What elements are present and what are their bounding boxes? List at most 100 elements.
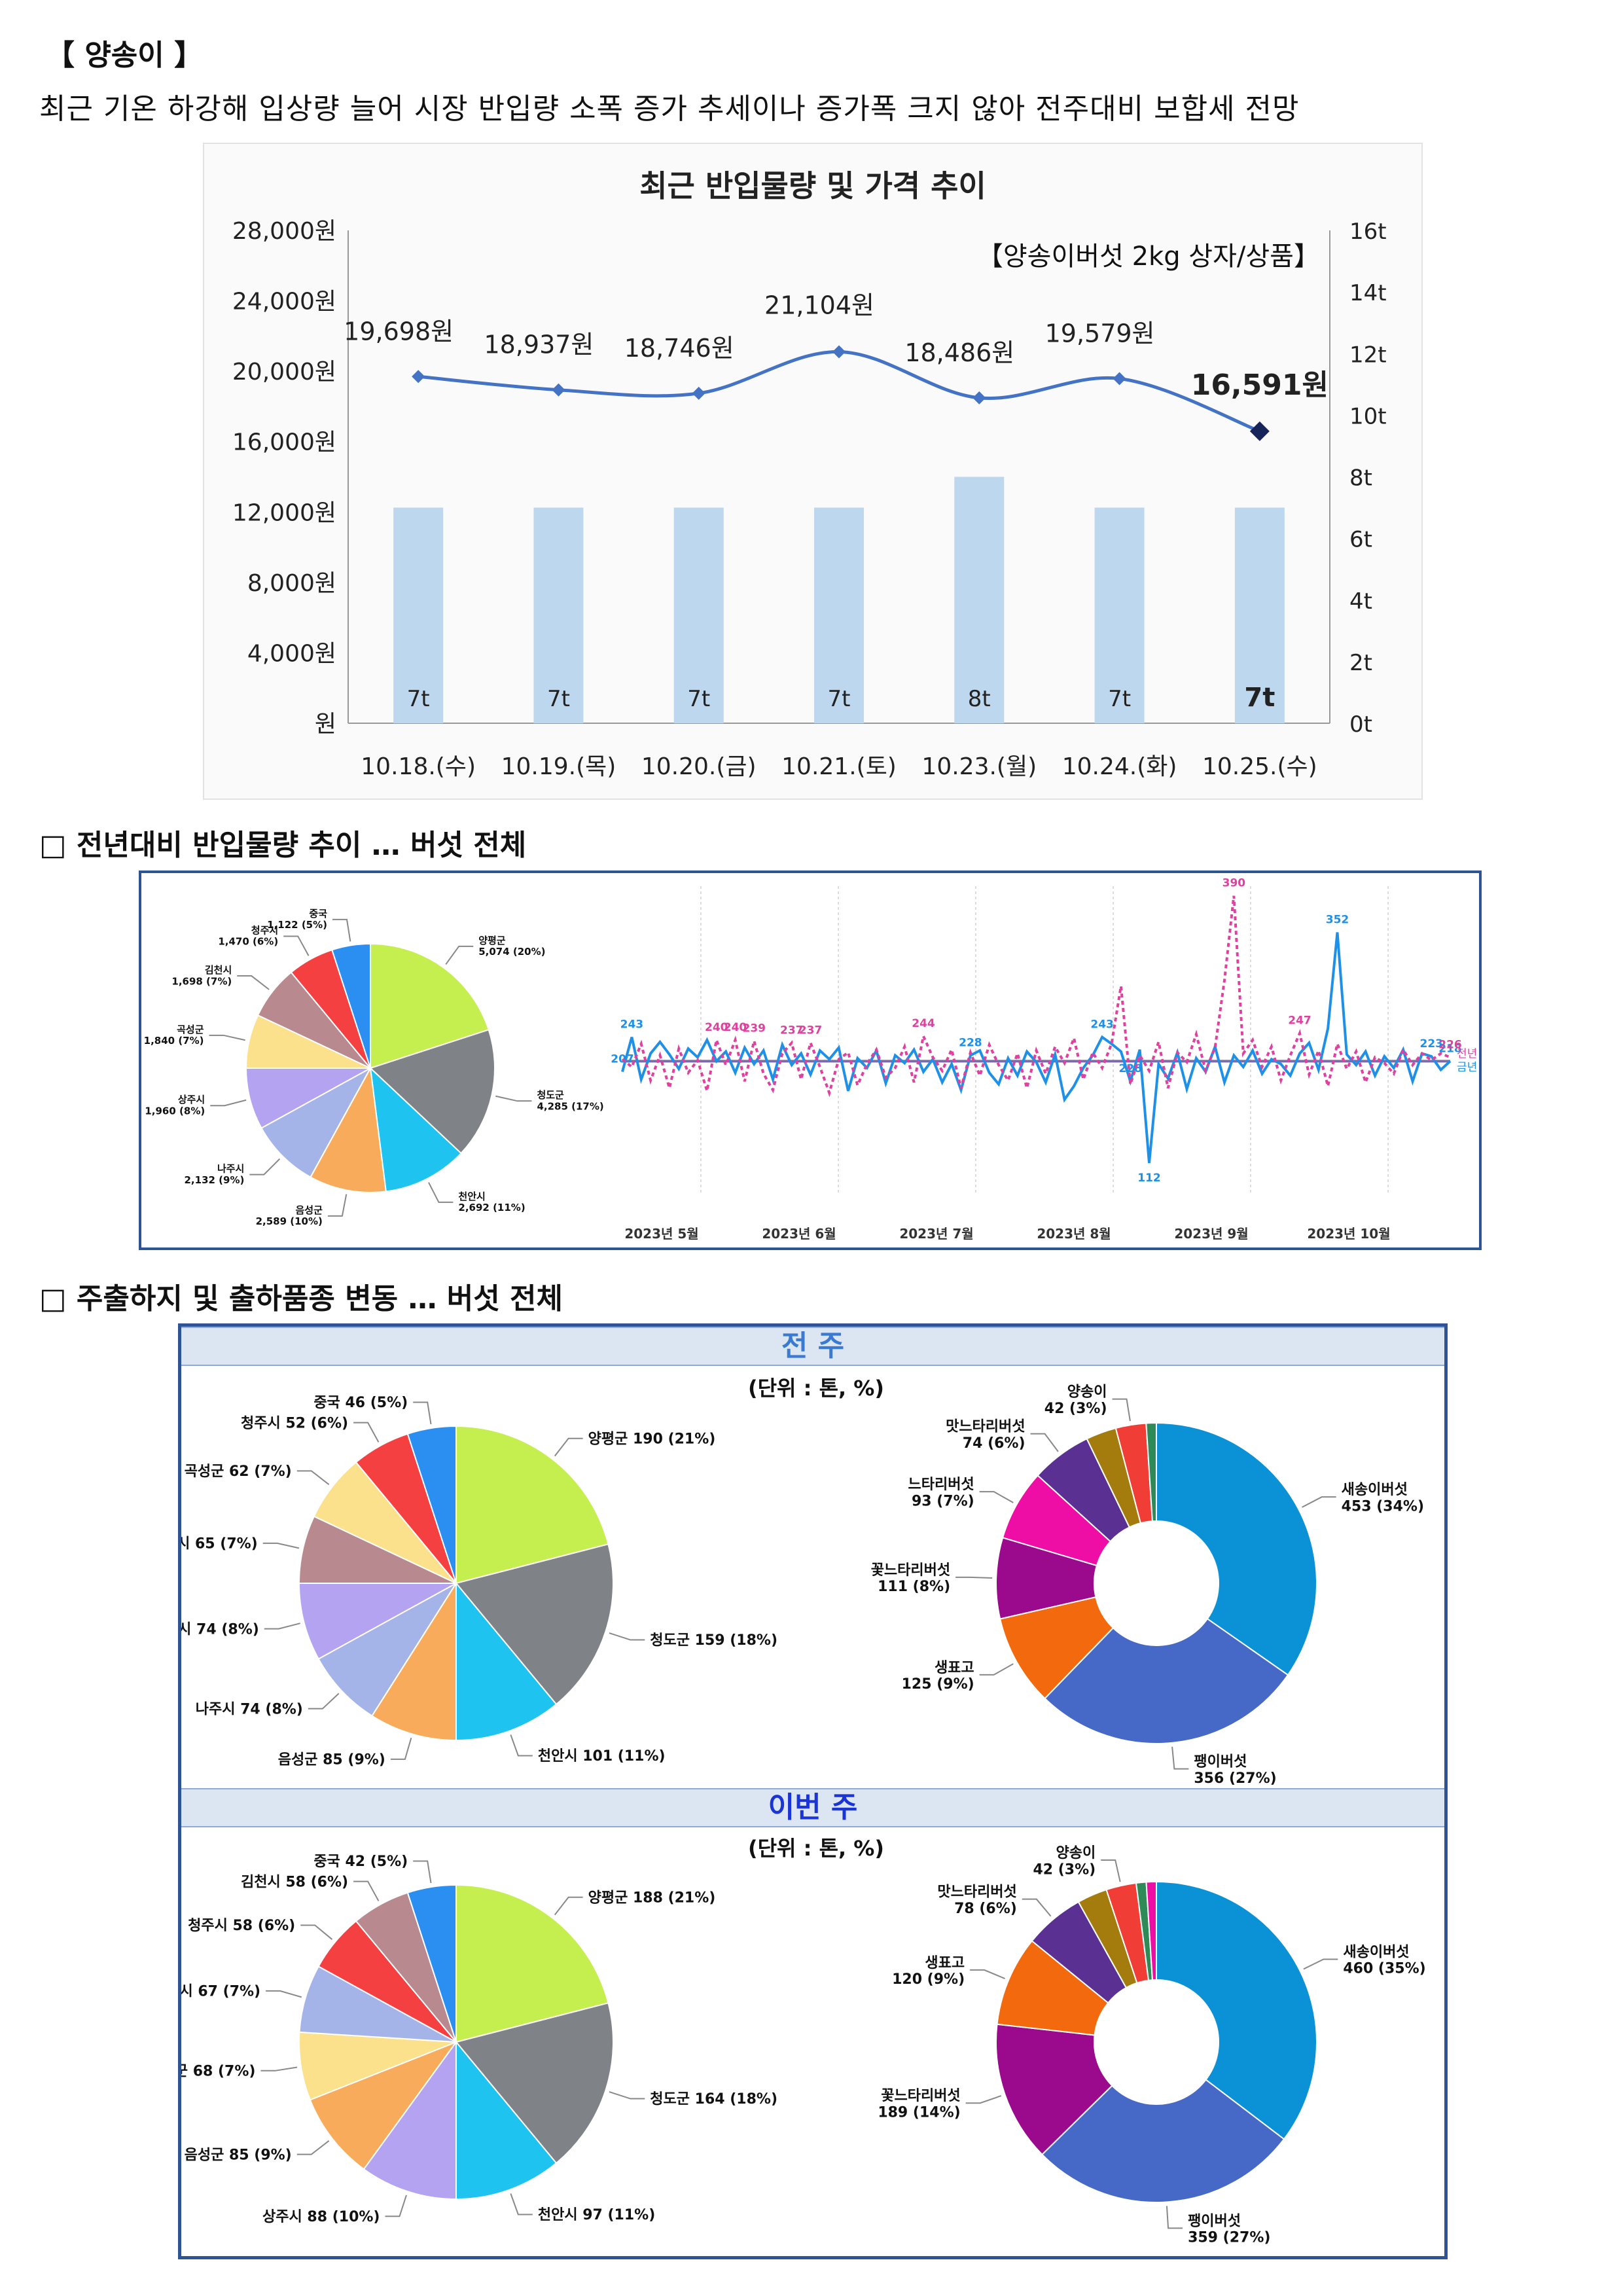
year-origin-label: 상주시 1,960 (8%) [145, 1094, 205, 1117]
volume-bar [673, 507, 724, 723]
volume-label: 7t [1244, 683, 1275, 713]
this-origin-label: 김천시 58 (6%) [241, 1874, 348, 1890]
this-origin-leader [296, 2140, 330, 2155]
prev-variety-label: 맛느타리버섯 74 (6%) [946, 1419, 1025, 1452]
this-week-label: 이번 주 [768, 1791, 858, 1824]
prev-year-label: 244 [912, 1017, 935, 1030]
x-tick-label: 10.20.(금) [641, 753, 757, 780]
y-right-tick-label: 14t [1349, 280, 1387, 306]
current-year-label: 218 [1438, 1042, 1462, 1055]
volume-label: 7t [407, 686, 430, 712]
y-left-tick-label: 24,000원 [232, 289, 336, 315]
y-left-tick-label: 16,000원 [232, 429, 336, 456]
this-origin-label: 청주시 58 (6%) [188, 1918, 295, 1934]
this-variety-leader [970, 1969, 1005, 1979]
this-variety-label: 생표고 120 (9%) [892, 1955, 965, 1988]
prev-origin-label: 나주시 74 (8%) [196, 1701, 303, 1717]
prev-week-label: 전 주 [781, 1329, 845, 1363]
price-label: 16,591원 [1191, 368, 1329, 402]
prev-variety-leader [1171, 1746, 1189, 1770]
prev-origin-slice [455, 1581, 558, 1742]
yoy-x-tick: 2023년 7월 [899, 1226, 973, 1242]
this-origin-leader [413, 1860, 432, 1884]
x-tick-label: 10.24.(화) [1062, 753, 1177, 780]
x-tick-label: 10.19.(목) [501, 753, 616, 780]
prev-origin-label: 천안시 101 (11%) [538, 1748, 666, 1765]
prev-variety-label: 느타리버섯 93 (7%) [908, 1477, 974, 1509]
this-origin-label: 천안시 97 (11%) [538, 2207, 655, 2223]
this-variety-label: 양송이 42 (3%) [1033, 1845, 1096, 1878]
this-origin-label: 상주시 88 (10%) [262, 2209, 380, 2225]
section-yoy-title: □ 전년대비 반입물량 추이 … 버섯 전체 [39, 829, 527, 862]
prev-origin-label: 양평군 190 (21%) [588, 1431, 716, 1447]
this-origin-slice [298, 1965, 457, 2043]
yoy-svg: 양평군 5,074 (20%) 청도군 4,285 (17%) 천안시 2,692 (11… [144, 877, 1478, 1242]
prev-year-label: 240 [705, 1021, 728, 1034]
this-variety-leader [1022, 1898, 1052, 1917]
price-label: 18,746원 [624, 334, 734, 363]
this-variety-leader [1303, 1958, 1338, 1970]
x-tick-label: 10.21.(토) [781, 753, 897, 780]
this-origin-label: 곡성군 68 (7%) [181, 2064, 255, 2080]
prev-origin-label: 중국 46 (5%) [313, 1395, 408, 1411]
origin-variety-box: 전 주 이번 주 (단위 : 톤, %) (단위 : 톤, %) 양평군 190 (… [178, 1323, 1448, 2259]
prev-variety-leader [1302, 1496, 1336, 1508]
this-variety-label: 꽃느타리버섯 189 (14%) [878, 2088, 960, 2121]
yoy-x-tick: 2023년 9월 [1174, 1226, 1248, 1242]
year-origin-label: 양평군 5,074 (20%) [478, 935, 545, 958]
volume-bar [954, 476, 1005, 723]
year-origin-leader [249, 1158, 281, 1175]
price-volume-chart: 최근 반입물량 및 가격 추이 【양송이버섯 2kg 상자/상품】 원 4,000원 8… [203, 143, 1423, 800]
price-label: 19,698원 [344, 317, 454, 346]
prev-year-label: 226 [1438, 1038, 1462, 1051]
prev-origin-slice [298, 1583, 457, 1660]
year-origin-label: 청도군 4,285 (17%) [537, 1089, 603, 1112]
year-origin-slice [260, 1066, 372, 1178]
prev-origin-slice [406, 1425, 457, 1584]
current-year-label: 112 [1137, 1172, 1161, 1185]
this-variety-leader [965, 2095, 1002, 2104]
year-origin-slice [370, 942, 490, 1069]
year-origin-leader [237, 975, 270, 990]
prev-origin-label: 김천시 65 (7%) [181, 1536, 258, 1552]
price-point [972, 391, 986, 404]
this-variety-slice [1145, 1880, 1157, 1981]
year-origin-label: 천안시 2,692 (11%) [458, 1191, 525, 1213]
year-origin-leader [332, 918, 351, 942]
y-left-tick-label: 8,000원 [247, 570, 336, 597]
prev-origin-leader [296, 1470, 330, 1486]
prev-year-label: 240 [724, 1021, 747, 1034]
current-year-label: 243 [1090, 1018, 1114, 1031]
this-variety-leader [1101, 1859, 1121, 1882]
prev-origin-label: 상주시 74 (8%) [181, 1621, 259, 1638]
y-left-tick-label: 28,000원 [232, 218, 336, 245]
volume-label: 7t [1108, 686, 1131, 712]
prev-origin-label: 곡성군 62 (7%) [185, 1463, 292, 1480]
this-variety-slice [995, 2023, 1113, 2156]
volume-bar [814, 507, 864, 723]
price-point [1113, 372, 1126, 386]
year-origin-leader [209, 1034, 245, 1041]
this-origin-slice [298, 2031, 457, 2101]
year-origin-leader [283, 935, 310, 956]
this-origin-leader [260, 2066, 298, 2072]
price-volume-svg: 최근 반입물량 및 가격 추이 【양송이버섯 2kg 상자/상품】 원 4,000원 8… [232, 168, 1387, 780]
year-origin-leader [495, 1095, 532, 1102]
prev-origin-label: 청도군 159 (18%) [650, 1632, 777, 1649]
yoy-x-tick: 2023년 6월 [762, 1226, 836, 1242]
price-label: 18,486원 [904, 338, 1014, 367]
this-origin-slice [455, 2040, 558, 2200]
year-origin-label: 곡성군 1,840 (7%) [144, 1024, 204, 1047]
y-right-tick-label: 12t [1349, 342, 1387, 368]
prev-variety-leader [979, 1663, 1014, 1676]
section-origin-title: □ 주출하지 및 출하품종 변동 … 버섯 전체 [39, 1282, 563, 1316]
year-origin-label: 음성군 2,589 (10%) [256, 1204, 323, 1227]
this-week-band: 이번 주 [181, 1788, 1444, 1827]
prev-variety-slice [1044, 1617, 1289, 1744]
this-origin-leader [510, 2193, 533, 2215]
year-origin-slice [369, 1029, 495, 1155]
year-origin-slice [245, 1067, 371, 1129]
this-origin-label: 음성군 85 (9%) [185, 2147, 292, 2163]
legend-current-year: 금년 [1457, 1061, 1477, 1074]
this-variety-leader [1166, 2206, 1183, 2229]
